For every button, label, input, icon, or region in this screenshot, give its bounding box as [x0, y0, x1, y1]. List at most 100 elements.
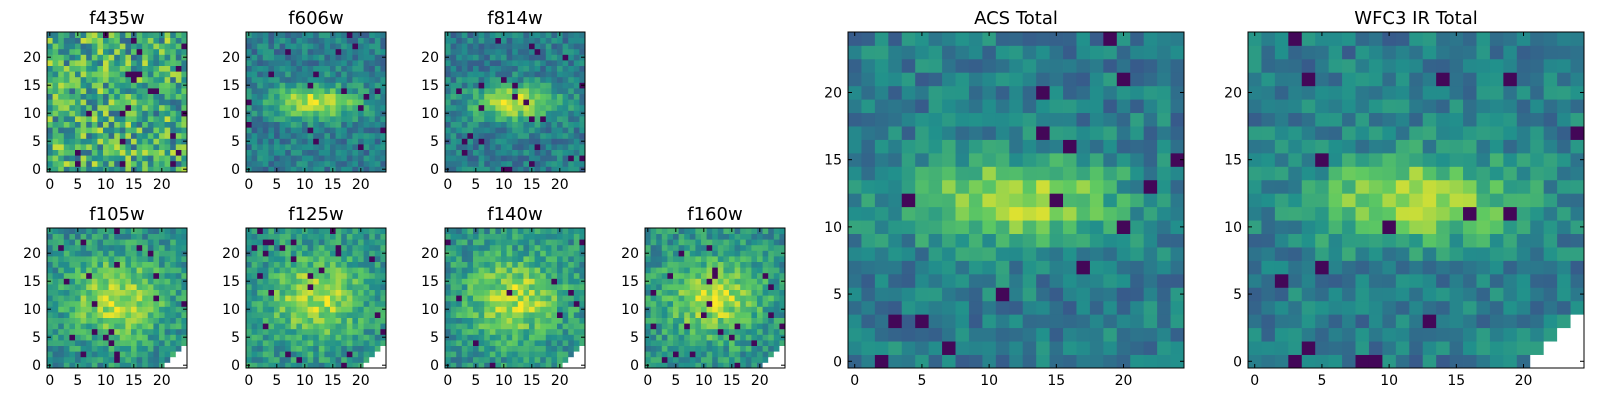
heatmap-cell [164, 228, 171, 234]
heatmap-cell [257, 99, 264, 106]
heatmap-cell [562, 160, 569, 167]
heatmap-cell [142, 155, 149, 162]
heatmap-cell [734, 295, 741, 302]
heatmap-cell [80, 317, 87, 324]
heatmap-cell [313, 295, 320, 302]
heatmap-cell [848, 341, 862, 355]
heatmap-cell [489, 261, 496, 268]
heatmap-cell [545, 121, 552, 128]
heatmap-cell [103, 76, 109, 83]
heatmap-cell [1130, 260, 1145, 275]
heatmap-cell [562, 267, 569, 274]
heatmap-cell [534, 60, 541, 66]
heatmap-cell [501, 340, 507, 346]
heatmap-cell [313, 267, 320, 274]
heatmap-cell [91, 345, 98, 352]
heatmap-cell [246, 155, 252, 162]
heatmap-cell [290, 104, 297, 111]
heatmap-cell [374, 93, 381, 100]
heatmap-cell [75, 99, 81, 106]
heatmap-cell [346, 256, 353, 262]
heatmap-cell [153, 110, 160, 117]
heatmap-cell [268, 256, 275, 262]
heatmap-cell [268, 99, 275, 106]
heatmap-cell [512, 60, 519, 66]
heatmap-cell [557, 233, 563, 240]
heatmap-cell [762, 345, 769, 352]
heatmap-cell [901, 206, 916, 221]
heatmap-cell [579, 317, 586, 324]
heatmap-cell [318, 340, 325, 346]
heatmap-cell [346, 272, 353, 279]
heatmap-cell [568, 356, 575, 363]
heatmap-cell [58, 104, 65, 111]
heatmap-cell [181, 65, 188, 72]
heatmap-cell [318, 272, 325, 279]
heatmap-cell [170, 328, 177, 335]
heatmap-cell [661, 295, 668, 302]
heatmap-cell [456, 82, 463, 89]
heatmap-cell [69, 110, 76, 117]
heatmap-cell [689, 233, 696, 240]
heatmap-cell [75, 323, 81, 330]
heatmap-cell [484, 250, 491, 257]
heatmap-cell [63, 88, 70, 94]
heatmap-cell [1076, 273, 1091, 288]
heatmap-cell [484, 149, 491, 156]
heatmap-cell [114, 261, 121, 268]
heatmap-cell [313, 76, 320, 83]
heatmap-cell [69, 340, 76, 346]
heatmap-cell [562, 37, 569, 44]
heatmap-cell [689, 300, 696, 307]
heatmap-cell [512, 300, 519, 307]
heatmap-cell [661, 334, 668, 341]
heatmap-cell [517, 289, 524, 296]
heatmap-cell [729, 289, 735, 296]
heatmap-cell [478, 317, 485, 324]
heatmap-cell [114, 340, 121, 346]
heatmap-cell [678, 295, 685, 302]
heatmap-cell [131, 300, 137, 307]
heatmap-cell [461, 284, 468, 290]
heatmap-cell [91, 144, 98, 150]
heatmap-cell [181, 43, 188, 50]
axes-frame [245, 227, 387, 369]
heatmap-cell [723, 362, 730, 369]
heatmap-cell [341, 328, 348, 335]
heatmap-cell [1009, 260, 1024, 275]
heatmap-cell [1049, 193, 1064, 208]
heatmap-cell [63, 334, 70, 341]
heatmap-cell [540, 104, 547, 111]
heatmap-cell [773, 351, 780, 358]
heatmap-cell [302, 356, 308, 363]
heatmap-cell [901, 260, 916, 275]
heatmap-cell [650, 284, 657, 290]
heatmap-cell [69, 104, 76, 111]
heatmap-cell [484, 82, 491, 89]
heatmap-cell [302, 60, 308, 66]
heatmap-cell [313, 300, 320, 307]
heatmap-cell [142, 295, 149, 302]
heatmap-cell [557, 149, 563, 156]
heatmap-cell [246, 149, 252, 156]
heatmap-cell [125, 289, 132, 296]
heatmap-cell [86, 71, 93, 78]
heatmap-cell [467, 250, 474, 257]
heatmap-cell [473, 132, 479, 139]
heatmap-cell [170, 48, 177, 55]
heatmap-cell [562, 328, 569, 335]
heatmap-cell [335, 71, 342, 78]
heatmap-cell [928, 206, 943, 221]
heatmap-cell [91, 340, 98, 346]
heatmap-cell [706, 323, 713, 330]
heatmap-cell [97, 295, 104, 302]
heatmap-cell [69, 345, 76, 352]
heatmap-cell [534, 144, 541, 150]
heatmap-cell [369, 104, 376, 111]
heatmap-cell [52, 60, 59, 66]
heatmap-cell [262, 82, 269, 89]
heatmap-cell [450, 362, 457, 369]
heatmap-cell [285, 60, 292, 66]
heatmap-cell [346, 82, 353, 89]
heatmap-cell [80, 60, 87, 66]
